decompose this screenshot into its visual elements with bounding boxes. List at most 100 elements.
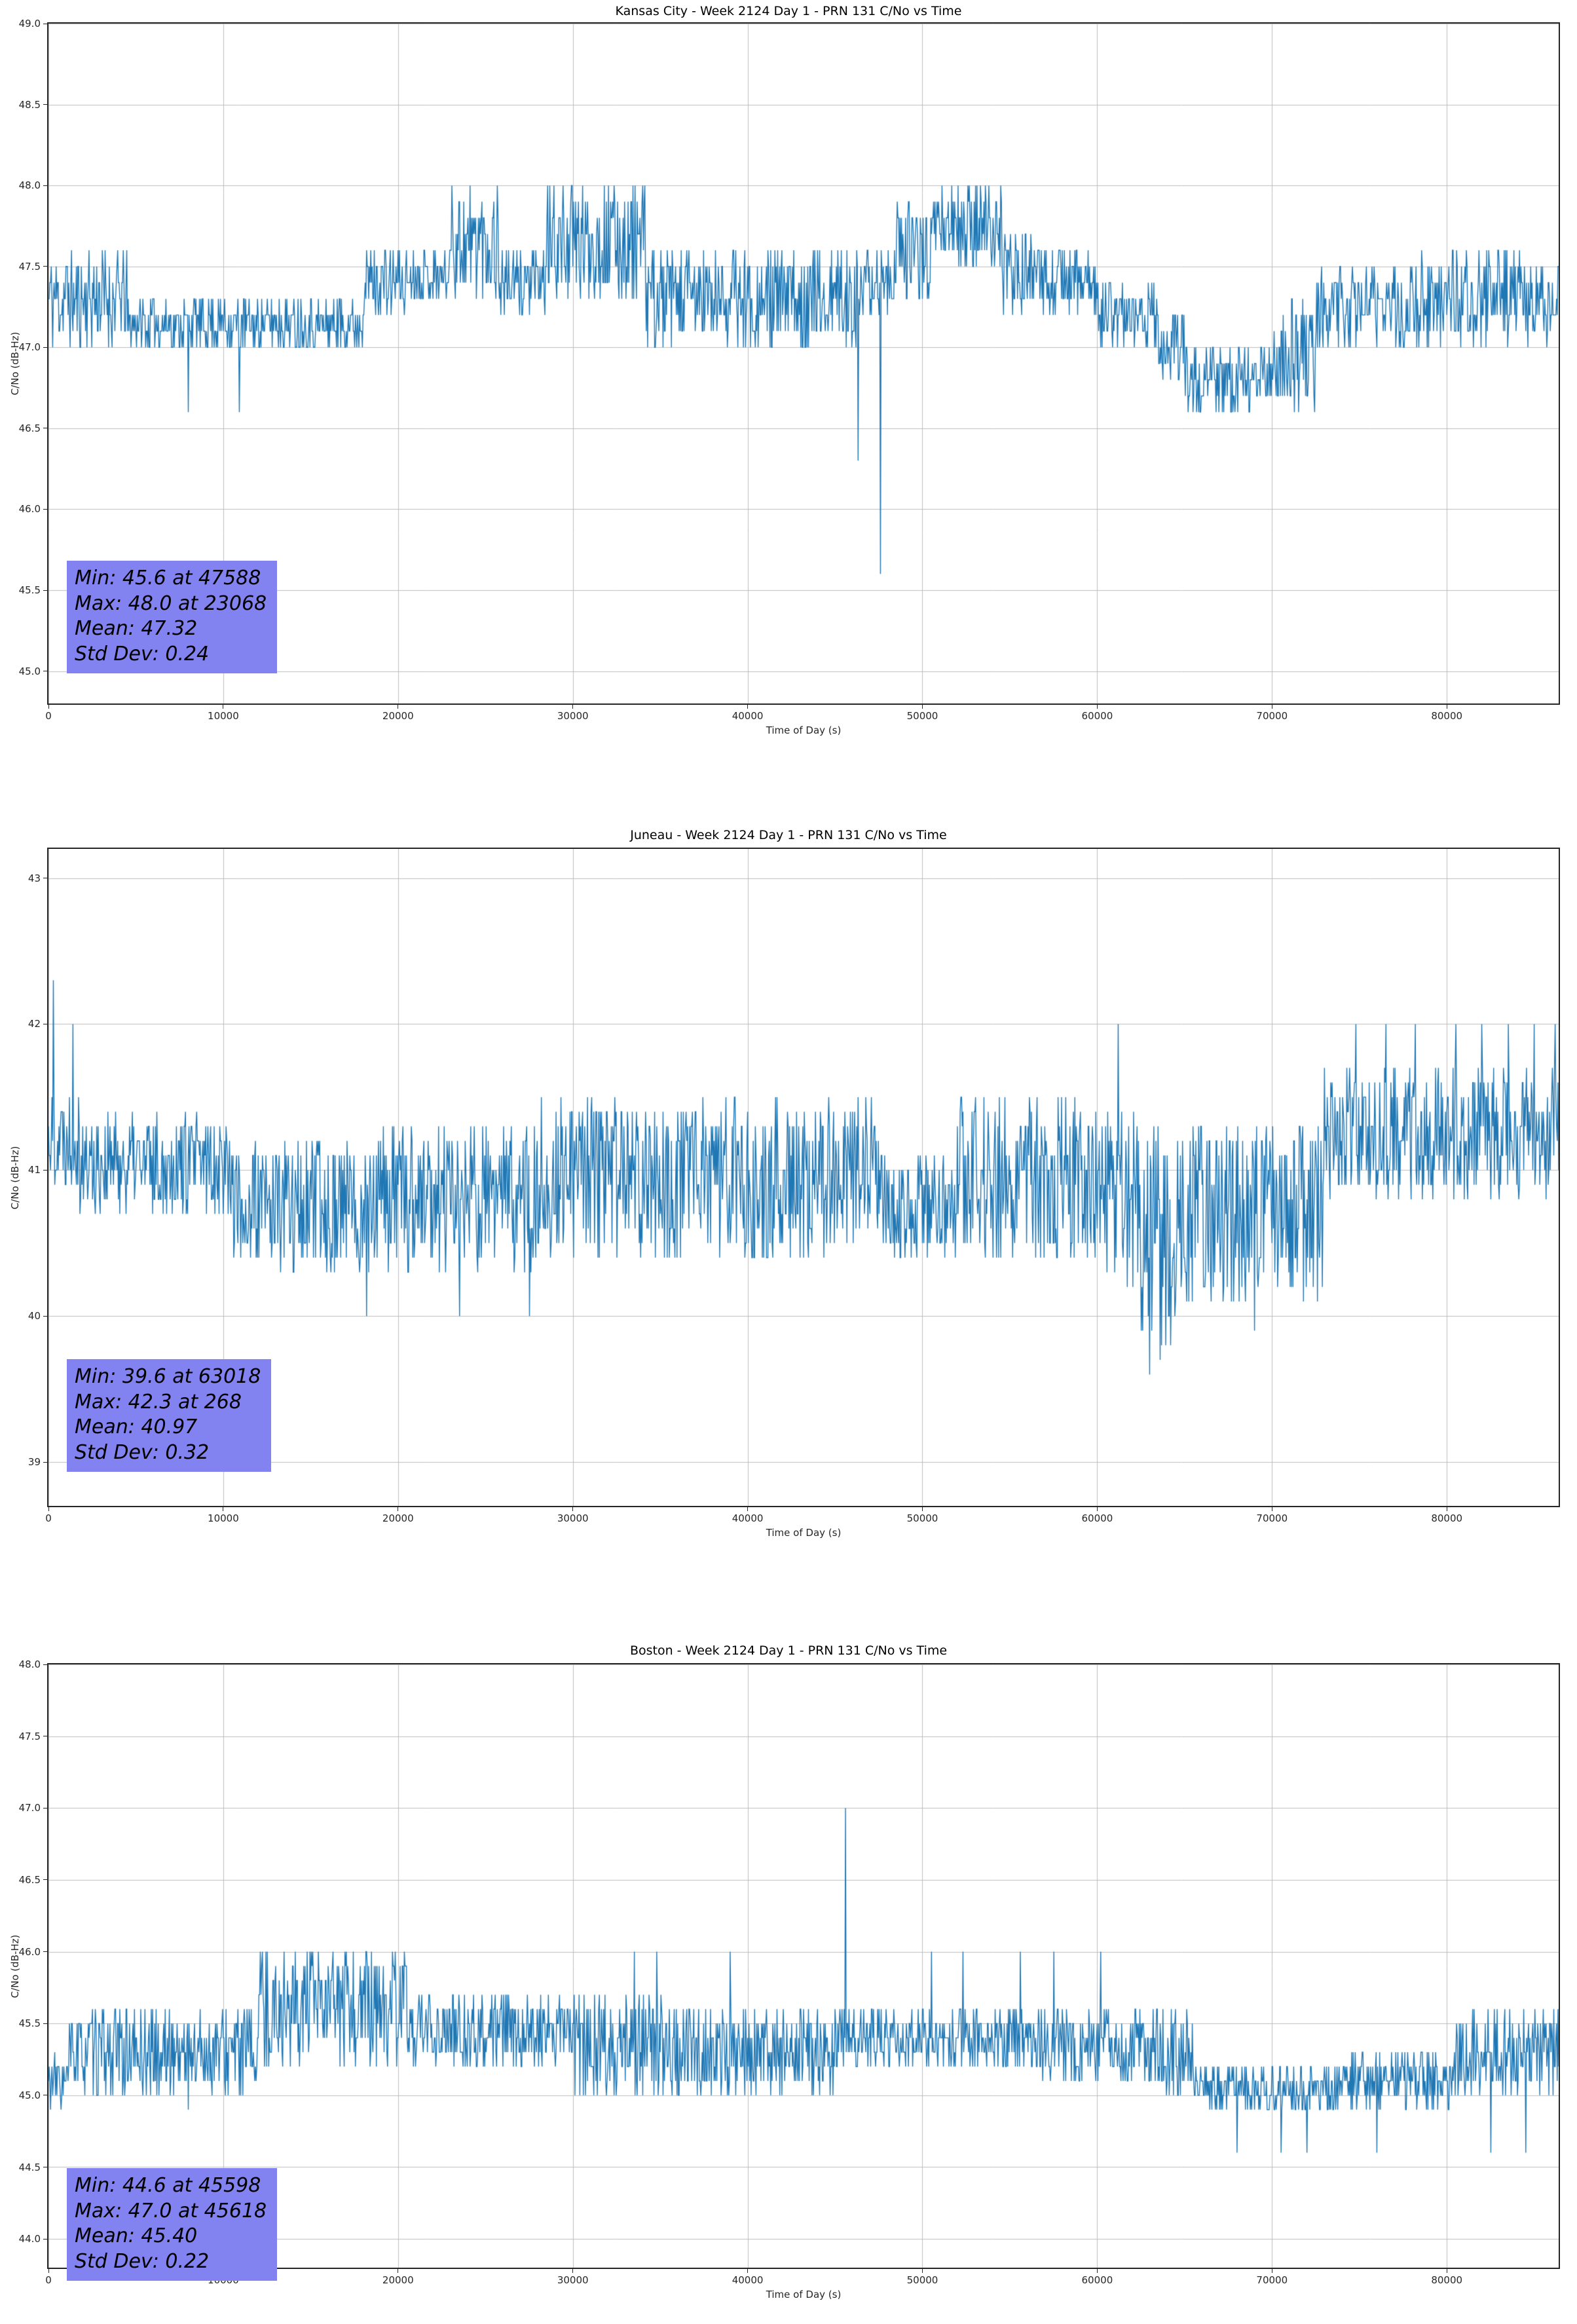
y-tick-label: 46.5 [18, 422, 41, 434]
stat-stddev: Std Dev: 0.32 [75, 1440, 210, 1464]
x-tick-label: 70000 [1256, 1512, 1288, 1524]
y-tick [43, 2238, 47, 2240]
y-tick [43, 104, 47, 105]
figure-boston: Boston - Week 2124 Day 1 - PRN 131 C/No … [0, 1549, 1577, 2324]
stat-mean: Mean: 40.97 [75, 1415, 198, 1439]
stat-mean: Mean: 45.40 [75, 2224, 198, 2248]
x-tick-label: 80000 [1431, 2274, 1463, 2286]
y-tick-label: 44.5 [18, 2161, 41, 2173]
x-tick [572, 705, 574, 709]
x-axis-label: Time of Day (s) [766, 1527, 842, 1539]
x-tick-label: 80000 [1431, 710, 1463, 722]
y-tick-label: 45.0 [18, 665, 41, 677]
x-tick-label: 50000 [906, 1512, 938, 1524]
y-tick-label: 49.0 [18, 18, 41, 29]
y-tick-label: 46.0 [18, 503, 41, 515]
x-tick-label: 60000 [1081, 1512, 1113, 1524]
x-tick-label: 10000 [208, 710, 239, 722]
y-tick-label: 44.0 [18, 2233, 41, 2245]
y-tick-label: 45.0 [18, 2089, 41, 2101]
y-tick [43, 1315, 47, 1317]
y-tick-label: 40 [28, 1310, 41, 1322]
y-tick [43, 347, 47, 348]
plot-area: Min: 45.6 at 47588 Max: 48.0 at 23068 Me… [47, 22, 1560, 705]
x-tick-label: 70000 [1256, 2274, 1288, 2286]
y-tick [43, 185, 47, 186]
plot-area: Min: 39.6 at 63018 Max: 42.3 at 268 Mean… [47, 848, 1560, 1507]
x-tick [921, 1507, 923, 1511]
x-tick [747, 705, 749, 709]
stat-max: Max: 48.0 at 23068 [75, 591, 267, 615]
stats-annotation: Min: 45.6 at 47588 Max: 48.0 at 23068 Me… [67, 561, 278, 673]
y-tick [43, 1951, 47, 1953]
plot-canvas [48, 849, 1559, 1506]
y-tick-label: 41 [28, 1164, 41, 1176]
x-tick [572, 2269, 574, 2273]
stat-max: Max: 47.0 at 45618 [75, 2199, 267, 2222]
chart-title: Juneau - Week 2124 Day 1 - PRN 131 C/No … [630, 828, 947, 842]
chart-title: Kansas City - Week 2124 Day 1 - PRN 131 … [615, 4, 962, 18]
x-tick-label: 20000 [382, 710, 414, 722]
x-tick-label: 50000 [906, 2274, 938, 2286]
x-tick-label: 70000 [1256, 710, 1288, 722]
x-axis-label: Time of Day (s) [766, 2289, 842, 2300]
y-tick [43, 266, 47, 267]
x-tick-label: 10000 [208, 1512, 239, 1524]
x-tick-label: 0 [45, 1512, 52, 1524]
x-tick [48, 705, 49, 709]
plot-canvas [48, 24, 1559, 703]
plot-area: Min: 44.6 at 45598 Max: 47.0 at 45618 Me… [47, 1663, 1560, 2281]
figure-kansas-city: Kansas City - Week 2124 Day 1 - PRN 131 … [0, 0, 1577, 774]
x-tick [48, 2269, 49, 2273]
x-tick-label: 20000 [382, 1512, 414, 1524]
y-tick [43, 508, 47, 510]
stats-annotation: Min: 44.6 at 45598 Max: 47.0 at 45618 Me… [67, 2168, 278, 2281]
y-tick [43, 1461, 47, 1463]
x-tick [747, 2269, 749, 2273]
y-tick-label: 47.5 [18, 260, 41, 272]
y-tick-label: 46.0 [18, 1945, 41, 1958]
x-tick [1096, 2269, 1098, 2273]
y-tick-label: 47.5 [18, 1730, 41, 1742]
x-tick-label: 30000 [557, 2274, 589, 2286]
y-tick-label: 45.5 [18, 2017, 41, 2030]
x-tick [1096, 1507, 1098, 1511]
x-tick [48, 1507, 49, 1511]
y-tick [43, 1664, 47, 1665]
x-tick-label: 60000 [1081, 710, 1113, 722]
x-tick [572, 1507, 574, 1511]
x-tick-label: 0 [45, 2274, 52, 2286]
x-tick-label: 30000 [557, 710, 589, 722]
y-tick-label: 39 [28, 1456, 41, 1469]
stats-annotation: Min: 39.6 at 63018 Max: 42.3 at 268 Mean… [67, 1359, 272, 1472]
x-tick [747, 1507, 749, 1511]
stat-max: Max: 42.3 at 268 [75, 1390, 242, 1414]
x-tick [1096, 705, 1098, 709]
x-tick [921, 705, 923, 709]
y-tick-label: 47.0 [18, 341, 41, 354]
y-tick [43, 590, 47, 591]
stat-min: Min: 39.6 at 63018 [75, 1365, 261, 1389]
figure-juneau: Juneau - Week 2124 Day 1 - PRN 131 C/No … [0, 774, 1577, 1549]
y-tick-label: 48.5 [18, 98, 41, 111]
y-tick [43, 1169, 47, 1171]
x-tick-label: 0 [45, 710, 52, 722]
x-tick-label: 50000 [906, 710, 938, 722]
y-tick-label: 47.0 [18, 1802, 41, 1814]
stat-stddev: Std Dev: 0.22 [75, 2249, 210, 2273]
x-tick-label: 80000 [1431, 1512, 1463, 1524]
x-tick-label: 30000 [557, 1512, 589, 1524]
x-tick-label: 40000 [732, 710, 764, 722]
x-tick-label: 40000 [732, 2274, 764, 2286]
y-tick-label: 42 [28, 1018, 41, 1030]
x-tick-label: 60000 [1081, 2274, 1113, 2286]
stat-mean: Mean: 47.32 [75, 617, 198, 641]
y-tick-label: 43 [28, 872, 41, 884]
y-axis-label: C/No (dB-Hz) [9, 1934, 21, 1998]
x-tick-label: 40000 [732, 1512, 764, 1524]
y-tick [43, 2023, 47, 2024]
stat-min: Min: 44.6 at 45598 [75, 2174, 261, 2198]
x-axis-label: Time of Day (s) [766, 724, 842, 736]
y-axis-label: C/No (dB-Hz) [9, 331, 21, 396]
y-axis-label: C/No (dB-Hz) [9, 1146, 21, 1209]
